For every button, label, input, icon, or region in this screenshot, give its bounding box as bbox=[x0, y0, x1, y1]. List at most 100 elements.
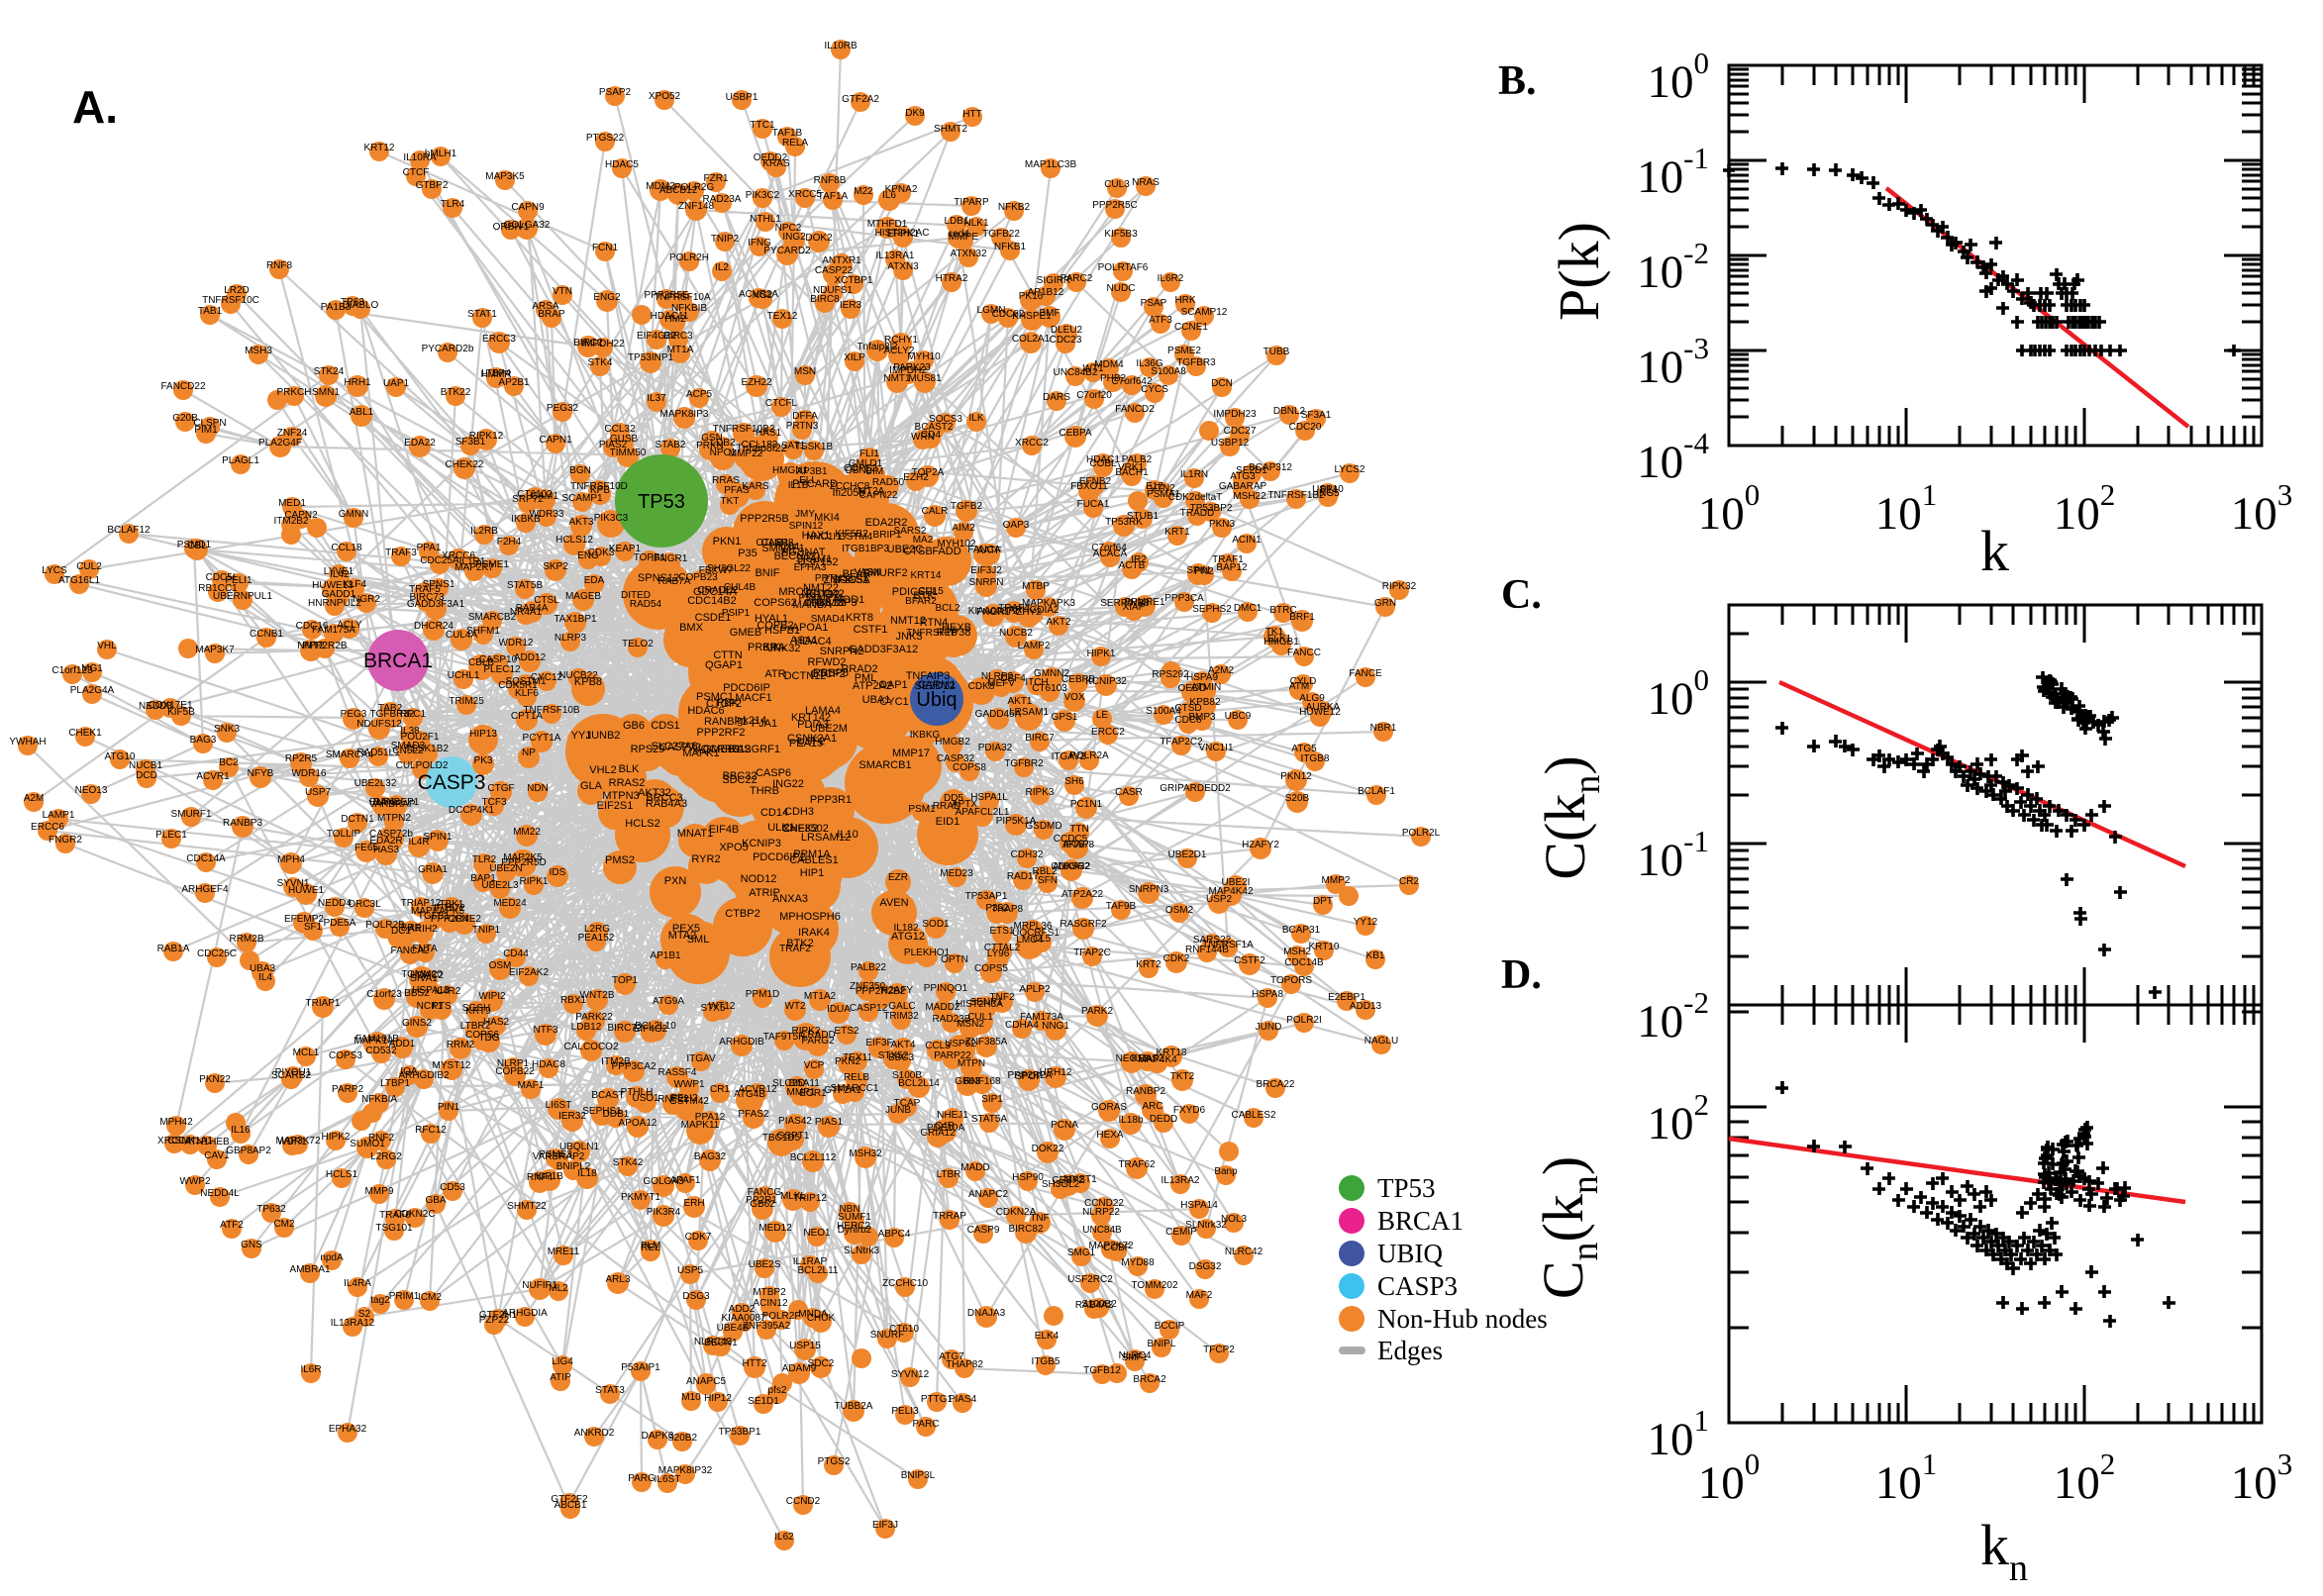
svg-text:ARHGDIB2: ARHGDIB2 bbox=[398, 1070, 450, 1081]
svg-text:BCAST: BCAST bbox=[591, 1090, 624, 1101]
svg-text:MAP1LC3B: MAP1LC3B bbox=[1025, 159, 1077, 170]
svg-text:BLK: BLK bbox=[619, 763, 640, 775]
svg-text:TKT: TKT bbox=[721, 496, 740, 507]
svg-text:JUNB2: JUNB2 bbox=[586, 730, 621, 742]
svg-text:POLR2H: POLR2H bbox=[669, 252, 709, 263]
svg-text:MAP2K72: MAP2K72 bbox=[1088, 1241, 1133, 1251]
svg-text:BTK2: BTK2 bbox=[786, 938, 814, 949]
svg-text:LMO4: LMO4 bbox=[1016, 935, 1044, 946]
svg-text:SDC22: SDC22 bbox=[722, 774, 757, 786]
svg-text:RFC12: RFC12 bbox=[415, 1125, 447, 1136]
svg-text:CAV1: CAV1 bbox=[204, 1150, 230, 1161]
svg-text:HSPA8: HSPA8 bbox=[1252, 989, 1283, 1000]
svg-text:SCARB2: SCARB2 bbox=[271, 1070, 311, 1081]
svg-text:MSH2: MSH2 bbox=[1283, 947, 1311, 957]
svg-text:DCN: DCN bbox=[1211, 378, 1233, 389]
svg-text:NR4A1: NR4A1 bbox=[510, 607, 543, 618]
svg-text:TGFB1: TGFB1 bbox=[418, 911, 451, 922]
svg-text:ARSA: ARSA bbox=[532, 301, 559, 312]
svg-text:SLNtrk32: SLNtrk32 bbox=[1185, 1220, 1227, 1231]
svg-text:BCLAF1: BCLAF1 bbox=[1358, 786, 1395, 797]
svg-text:PIN1: PIN1 bbox=[438, 1102, 460, 1113]
svg-text:BAG32: BAG32 bbox=[694, 1151, 727, 1162]
svg-text:Tnfaip8l22: Tnfaip8l22 bbox=[736, 443, 786, 454]
svg-text:MYST12: MYST12 bbox=[433, 1060, 471, 1071]
svg-text:CTBP2: CTBP2 bbox=[725, 908, 759, 920]
svg-text:ABPC4: ABPC4 bbox=[878, 1229, 911, 1240]
svg-text:TTC1: TTC1 bbox=[751, 120, 775, 131]
svg-text:DSG3: DSG3 bbox=[682, 1291, 710, 1302]
svg-text:TUBB: TUBB bbox=[1263, 347, 1290, 357]
svg-text:JNK32: JNK32 bbox=[767, 643, 800, 654]
svg-text:MPH4: MPH4 bbox=[277, 854, 305, 865]
svg-text:NHEJ1: NHEJ1 bbox=[937, 1110, 968, 1121]
svg-text:MSN: MSN bbox=[794, 366, 816, 377]
svg-text:DBNL: DBNL bbox=[846, 465, 872, 476]
svg-text:KRT92: KRT92 bbox=[806, 589, 840, 601]
svg-text:TUBB2A: TUBB2A bbox=[835, 1401, 873, 1412]
svg-text:KEAP1: KEAP1 bbox=[609, 544, 642, 554]
svg-text:MA2: MA2 bbox=[913, 535, 934, 546]
svg-text:HIP13: HIP13 bbox=[469, 729, 497, 740]
svg-text:TCF3: TCF3 bbox=[482, 797, 507, 808]
svg-text:MAP3K5: MAP3K5 bbox=[485, 171, 525, 182]
svg-text:CDC16: CDC16 bbox=[296, 621, 329, 632]
svg-text:COX17E1: COX17E1 bbox=[148, 700, 192, 711]
svg-text:WNT2B: WNT2B bbox=[580, 990, 615, 1001]
svg-text:STAT5B: STAT5B bbox=[507, 580, 544, 591]
svg-text:KPNA2: KPNA2 bbox=[885, 184, 918, 195]
svg-text:DIABLO: DIABLO bbox=[343, 300, 379, 311]
svg-text:SPAM1: SPAM1 bbox=[796, 553, 832, 565]
svg-text:TGFB22: TGFB22 bbox=[982, 229, 1020, 240]
svg-text:HTT2: HTT2 bbox=[743, 1358, 767, 1369]
svg-text:NUDC: NUDC bbox=[1107, 283, 1136, 294]
svg-text:PDICSF1: PDICSF1 bbox=[892, 586, 938, 598]
svg-text:RB1CC1: RB1CC1 bbox=[198, 583, 238, 594]
svg-text:S100A4: S100A4 bbox=[1146, 706, 1181, 717]
svg-text:BNIP3L: BNIP3L bbox=[901, 1470, 936, 1481]
svg-text:AVEN: AVEN bbox=[879, 897, 908, 909]
svg-text:CTCF2: CTCF2 bbox=[810, 668, 845, 680]
svg-text:ITM2B: ITM2B bbox=[601, 1056, 631, 1067]
svg-text:TCAP: TCAP bbox=[894, 1098, 921, 1109]
svg-text:ARHGDIB: ARHGDIB bbox=[719, 1037, 764, 1047]
svg-text:GABARAP: GABARAP bbox=[1219, 481, 1267, 492]
svg-text:BIRC2: BIRC2 bbox=[573, 338, 603, 349]
svg-text:ORC3L: ORC3L bbox=[348, 899, 381, 910]
svg-text:HIST2H3A: HIST2H3A bbox=[956, 999, 1003, 1010]
svg-text:BCL2: BCL2 bbox=[935, 603, 960, 614]
svg-text:TTN: TTN bbox=[1069, 824, 1088, 835]
svg-text:IL18b: IL18b bbox=[1118, 1115, 1143, 1126]
svg-text:POLRTAF6: POLRTAF6 bbox=[1098, 262, 1149, 273]
svg-text:RAB4A: RAB4A bbox=[516, 603, 549, 614]
svg-text:GTBP2: GTBP2 bbox=[416, 180, 449, 191]
svg-text:PDE5A: PDE5A bbox=[324, 918, 356, 929]
svg-text:ITGB5: ITGB5 bbox=[1032, 1356, 1060, 1367]
svg-text:SOD1: SOD1 bbox=[922, 919, 950, 930]
svg-text:HSP90: HSP90 bbox=[1012, 1172, 1044, 1183]
svg-text:GADD3F3A12: GADD3F3A12 bbox=[849, 644, 918, 655]
svg-text:STX52: STX52 bbox=[878, 1050, 909, 1061]
svg-text:SNURF: SNURF bbox=[870, 1330, 904, 1341]
svg-text:TAX1BP1: TAX1BP1 bbox=[554, 614, 597, 625]
svg-text:STK42: STK42 bbox=[613, 1157, 644, 1168]
svg-text:GDC14A: GDC14A bbox=[693, 586, 738, 598]
svg-text:SMARCA4: SMARCA4 bbox=[326, 749, 374, 760]
svg-text:SNRPN2: SNRPN2 bbox=[820, 646, 864, 657]
svg-text:APAFCL2L1: APAFCL2L1 bbox=[956, 807, 1010, 818]
svg-text:PPP2R2B: PPP2R2B bbox=[302, 641, 347, 651]
svg-text:EIF3J: EIF3J bbox=[872, 1520, 898, 1531]
svg-text:COPB2: COPB2 bbox=[757, 620, 793, 632]
svg-text:EFNB2: EFNB2 bbox=[1079, 476, 1112, 487]
svg-text:MAPK10: MAPK10 bbox=[354, 1036, 393, 1047]
svg-text:KPB8: KPB8 bbox=[574, 676, 602, 688]
svg-text:TAF1B: TAF1B bbox=[772, 128, 803, 139]
svg-text:ANAPC2: ANAPC2 bbox=[968, 1189, 1008, 1200]
svg-text:SPOP: SPOP bbox=[1015, 1071, 1043, 1082]
svg-text:CABLES2: CABLES2 bbox=[1231, 1110, 1275, 1121]
svg-text:GB63: GB63 bbox=[955, 1076, 980, 1087]
svg-text:HEXB: HEXB bbox=[942, 622, 971, 634]
svg-text:LI6ST: LI6ST bbox=[546, 1100, 572, 1111]
svg-text:IL18: IL18 bbox=[577, 1168, 597, 1179]
svg-text:HSPA13: HSPA13 bbox=[412, 985, 450, 996]
